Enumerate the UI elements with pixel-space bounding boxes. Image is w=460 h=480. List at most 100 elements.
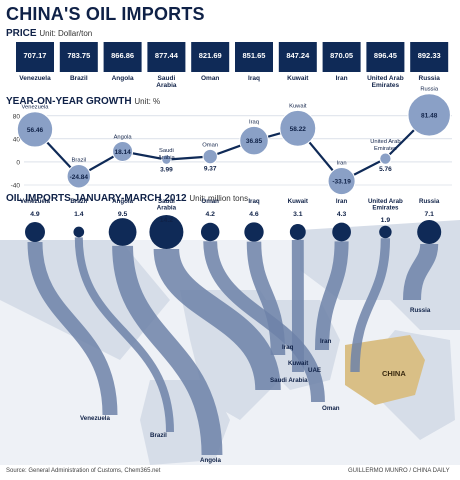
import-value-label: 4.9 — [30, 211, 40, 218]
price-value-label: 707.17 — [24, 51, 47, 60]
growth-country-label: Venezuela — [21, 105, 49, 111]
growth-tick-label: 0 — [16, 159, 20, 166]
import-country-label: Emirates — [372, 205, 399, 212]
import-value-label: 4.6 — [249, 211, 259, 218]
growth-tick-label: -40 — [11, 183, 21, 190]
import-flow-band — [314, 241, 349, 351]
map-region-label: Venezuela — [80, 415, 110, 422]
map-region-label: Brazil — [150, 432, 167, 439]
price-country-label: Oman — [201, 75, 219, 82]
price-box — [191, 42, 230, 72]
growth-country-label: Russia — [420, 87, 438, 93]
map-region-label: UAE — [308, 367, 321, 374]
growth-country-label: Brazil — [72, 158, 87, 164]
imports-unit: Unit: million tons — [189, 194, 249, 203]
map-region-label: Kuwait — [288, 360, 308, 367]
price-heading-text: PRICE — [6, 28, 37, 39]
growth-point — [202, 148, 218, 165]
growth-point — [161, 154, 172, 165]
import-value-label: 1.4 — [74, 211, 84, 218]
growth-country-label: Emirates — [374, 146, 397, 152]
price-box — [16, 42, 54, 72]
price-country-label: Russia — [419, 75, 441, 82]
growth-value-label: -33.19 — [332, 179, 351, 186]
price-country-label: Iran — [336, 75, 348, 82]
map-region-label: Russia — [410, 307, 431, 314]
growth-country-label: Kuwait — [289, 103, 307, 109]
growth-point — [407, 93, 451, 137]
growth-heading-text: YEAR-ON-YEAR GROWTH — [6, 96, 132, 107]
import-volume-bubble — [149, 215, 184, 249]
price-unit: Unit: Dollar/ton — [39, 29, 93, 38]
growth-country-label: Saudi — [159, 148, 174, 154]
import-value-label: 14.2 — [160, 217, 173, 224]
import-value-label: 4.3 — [337, 211, 347, 218]
growth-value-label: 9.37 — [204, 166, 217, 173]
map-region-label: Iran — [320, 338, 332, 345]
growth-value-label: 58.22 — [290, 126, 307, 133]
map-region-label: CHINA — [382, 369, 406, 378]
price-box — [147, 42, 186, 72]
import-country-label: Arabia — [157, 205, 177, 212]
import-country-label: Iraq — [248, 198, 260, 205]
price-country-label: United Arab — [367, 75, 404, 82]
price-value-label: 821.69 — [199, 51, 222, 60]
import-country-label: Oman — [201, 198, 219, 205]
landmass-china — [345, 335, 425, 405]
import-volume-bubble — [73, 226, 85, 238]
growth-value-label: -24.84 — [70, 174, 89, 181]
price-country-label: Venezuela — [19, 75, 51, 82]
price-box — [322, 42, 361, 72]
growth-country-label: Oman — [202, 142, 218, 148]
price-box — [103, 42, 142, 72]
growth-value-label: 36.85 — [246, 138, 263, 145]
growth-tick-label: 80 — [13, 113, 21, 120]
growth-value-label: 56.46 — [27, 127, 44, 134]
price-value-label: 896.45 — [374, 51, 397, 60]
map-region-label: Oman — [322, 405, 340, 412]
price-country-label: Kuwait — [287, 75, 309, 82]
price-value-label: 847.24 — [286, 51, 310, 60]
import-value-label: 3.1 — [293, 211, 303, 218]
import-country-label: United Arab — [368, 198, 403, 205]
import-country-label: Iran — [336, 198, 348, 205]
import-flow-band — [27, 241, 118, 416]
import-flow-band — [112, 245, 223, 456]
price-box — [366, 42, 405, 72]
growth-value-label: 81.48 — [421, 112, 438, 119]
growth-point — [16, 111, 54, 148]
import-flow-band — [203, 240, 325, 403]
price-country-label: Angola — [112, 75, 134, 82]
import-value-label: 7.1 — [424, 211, 434, 218]
import-value-label: 4.2 — [205, 211, 215, 218]
import-volume-bubble — [417, 219, 442, 245]
imports-heading: OIL IMPORTS JANUARY-MARCH 2012 Unit: mil… — [6, 193, 248, 204]
price-country-label: Arabia — [156, 82, 177, 89]
price-country-label: Emirates — [372, 82, 400, 89]
import-volume-bubble — [289, 224, 306, 240]
import-flow-band — [350, 238, 391, 373]
source-note: Source: General Administration of Custom… — [6, 468, 161, 474]
price-value-label: 870.05 — [330, 51, 353, 60]
price-value-label: 877.44 — [155, 51, 179, 60]
price-country-label: Saudi — [158, 75, 176, 82]
map-region-label: Iraq — [282, 344, 294, 351]
map-region-label: Angola — [200, 457, 222, 464]
import-volume-bubble — [200, 222, 220, 242]
import-flow-band — [402, 243, 439, 301]
growth-tick-label: 40 — [13, 136, 21, 143]
growth-country-label: United Arab — [370, 139, 400, 145]
growth-unit: Unit: % — [134, 97, 161, 106]
import-country-label: Venezuela — [20, 198, 50, 205]
map-region-label: Saudi Arabia — [270, 377, 308, 384]
price-country-label: Brazil — [70, 75, 88, 82]
growth-country-label: Iraq — [249, 119, 259, 125]
growth-value-label: 3.99 — [160, 166, 173, 173]
price-value-label: 851.65 — [243, 51, 266, 60]
price-value-label: 783.75 — [67, 51, 90, 60]
import-country-label: Russia — [419, 198, 440, 205]
import-volume-bubble — [379, 225, 392, 239]
price-value-label: 892.33 — [418, 51, 441, 60]
